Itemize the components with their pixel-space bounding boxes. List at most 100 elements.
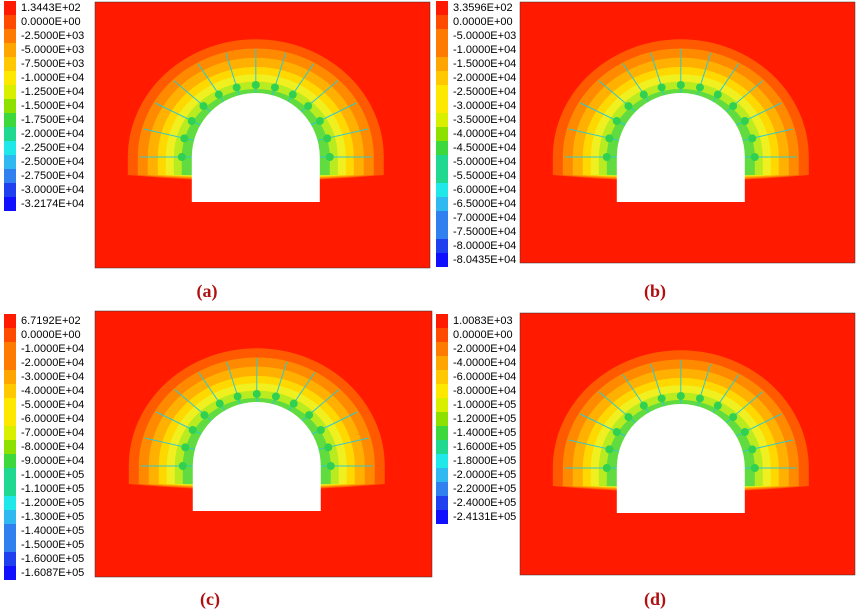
tunnel-opening <box>191 93 320 202</box>
legend-label: -1.6000E+05 <box>21 553 84 565</box>
legend-label: -1.4000E+05 <box>453 427 516 439</box>
legend-swatch <box>436 370 448 384</box>
legend-label: -3.2174E+04 <box>21 198 84 210</box>
bolt-hotspot <box>200 411 209 420</box>
bolt-hotspot <box>713 90 722 99</box>
bolt-hotspot <box>612 117 621 125</box>
legend-label: -1.7500E+04 <box>21 114 84 126</box>
bolt-hotspot <box>748 445 757 454</box>
bolt-hotspot <box>270 83 279 92</box>
legend-label: -7.0000E+04 <box>453 212 516 224</box>
bolt-hotspot <box>251 81 260 89</box>
bolt-hotspot <box>602 464 611 472</box>
panel: 6.7192E+02 0.0000E+00 -1.0000E+04 -2.0000E+… <box>4 310 433 610</box>
legend-swatch <box>436 29 448 43</box>
legend-swatch <box>4 197 16 211</box>
bolt-hotspot <box>325 153 334 161</box>
bolt-hotspot <box>605 134 614 143</box>
legend-swatch <box>4 71 16 85</box>
legend-label: -7.5000E+04 <box>453 226 516 238</box>
bolt-hotspot <box>305 411 314 420</box>
legend-swatch <box>4 328 16 342</box>
legend-swatch <box>436 183 448 197</box>
bolt-hotspot <box>612 428 621 436</box>
bolt-hotspot <box>288 90 297 99</box>
panel-label: (d) <box>644 589 666 610</box>
legend-label: -9.0000E+04 <box>21 455 84 467</box>
legend-swatch <box>4 524 16 538</box>
legend-label: -1.5000E+05 <box>21 539 84 551</box>
legend-label: -2.0000E+04 <box>453 72 516 84</box>
legend-swatch <box>436 412 448 426</box>
bolt-hotspot <box>177 153 186 161</box>
legend-label: -2.0000E+05 <box>453 469 516 481</box>
legend-swatch <box>436 155 448 169</box>
legend-label: -2.5000E+04 <box>453 86 516 98</box>
tunnel-opening <box>192 402 321 511</box>
bolt-hotspot <box>624 102 633 111</box>
bolt-hotspot <box>215 399 224 408</box>
bolt-hotspot <box>657 83 666 92</box>
legend-label: -3.0000E+04 <box>21 371 84 383</box>
legend-swatch <box>436 225 448 239</box>
legend-label: 1.3443E+02 <box>21 2 81 14</box>
bolt-hotspot <box>187 117 196 125</box>
legend-swatch <box>4 552 16 566</box>
legend-swatch <box>4 99 16 113</box>
legend-swatch <box>4 113 16 127</box>
bolt-hotspot <box>188 426 197 434</box>
legend-label: -1.4000E+05 <box>21 525 84 537</box>
legend-label: -3.0000E+04 <box>21 184 84 196</box>
legend-swatch <box>436 15 448 29</box>
legend-swatch <box>4 155 16 169</box>
tunnel-opening <box>616 404 745 513</box>
legend-swatch <box>4 342 16 356</box>
bolt-hotspot <box>326 462 335 470</box>
legend-swatch <box>4 482 16 496</box>
legend-label: -2.0000E+04 <box>21 128 84 140</box>
legend-label: -1.0000E+05 <box>453 399 516 411</box>
legend-swatch <box>4 141 16 155</box>
legend-swatch <box>436 169 448 183</box>
bolt-hotspot <box>639 90 648 99</box>
bolt-hotspot <box>639 401 648 410</box>
legend-label: -7.5000E+03 <box>21 58 84 70</box>
bolt-hotspot <box>214 90 223 99</box>
legend-swatch <box>4 370 16 384</box>
legend-swatch <box>4 85 16 99</box>
bolt-hotspot <box>624 413 633 422</box>
legend-label: -2.0000E+04 <box>453 343 516 355</box>
legend-swatch <box>4 566 16 580</box>
legend-swatch <box>4 440 16 454</box>
legend-swatch <box>436 454 448 468</box>
legend-swatch <box>436 85 448 99</box>
legend-label: -1.3000E+05 <box>21 511 84 523</box>
legend-label: 3.3596E+02 <box>453 2 513 14</box>
bolt-hotspot <box>713 401 722 410</box>
bolt-hotspot <box>729 413 738 422</box>
legend-label: -2.2000E+05 <box>453 483 516 495</box>
bolt-hotspot <box>233 392 242 401</box>
legend-label: -1.5000E+04 <box>453 58 516 70</box>
legend-label: 0.0000E+00 <box>21 329 81 341</box>
bolt-hotspot <box>252 390 261 398</box>
bolt-hotspot <box>605 445 614 454</box>
bolt-hotspot <box>180 134 189 143</box>
legend-swatch <box>4 468 16 482</box>
legend-label: -1.5000E+04 <box>21 100 84 112</box>
legend-label: -3.5000E+04 <box>453 114 516 126</box>
legend-swatch <box>4 398 16 412</box>
legend-label: -5.0000E+03 <box>21 44 84 56</box>
legend-swatch <box>4 426 16 440</box>
legend-swatch <box>4 169 16 183</box>
legend-swatch <box>4 15 16 29</box>
bolt-hotspot <box>181 443 190 452</box>
bolt-hotspot <box>324 443 333 452</box>
bolt-hotspot <box>740 428 749 436</box>
legend-swatch <box>436 356 448 370</box>
bolt-hotspot <box>178 462 187 470</box>
legend-label: -2.7500E+04 <box>21 170 84 182</box>
legend-label: -1.0000E+05 <box>21 469 84 481</box>
legend-label: -5.0000E+04 <box>453 156 516 168</box>
